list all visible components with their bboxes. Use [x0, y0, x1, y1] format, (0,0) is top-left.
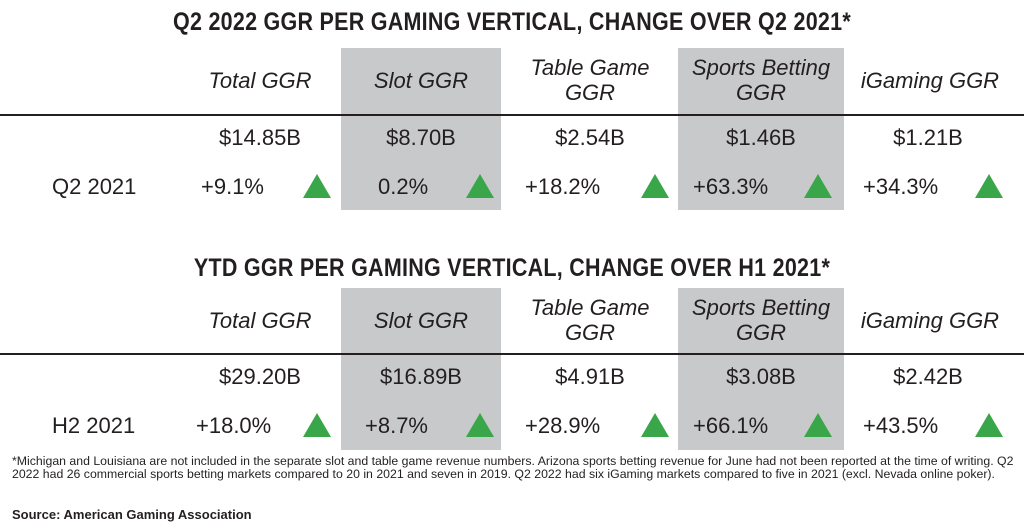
value-sports-betting: $3.08B — [726, 364, 796, 389]
change-table-game: +28.9% — [525, 413, 601, 438]
header-sports-betting-ggr: Sports Betting GGR — [691, 55, 831, 105]
header-rule — [0, 114, 1024, 116]
q2-table: Q2 2022 GGR PER GAMING VERTICAL, CHANGE … — [0, 0, 1024, 240]
header-rule — [0, 353, 1024, 355]
up-triangle-icon — [641, 413, 669, 437]
up-triangle-icon — [466, 413, 494, 437]
up-triangle-icon — [804, 413, 832, 437]
source-credit: Source: American Gaming Association — [12, 507, 252, 522]
row-label: Q2 2021 — [52, 174, 137, 199]
value-igaming: $1.21B — [893, 125, 963, 150]
change-sports-betting: +66.1% — [693, 413, 769, 438]
header-table-game-ggr: Table Game GGR — [530, 55, 650, 105]
table-title: Q2 2022 GGR PER GAMING VERTICAL, CHANGE … — [173, 8, 851, 36]
change-slot: +8.7% — [365, 413, 428, 438]
value-igaming: $2.42B — [893, 364, 963, 389]
value-slot: $16.89B — [380, 364, 462, 389]
table-title: YTD GGR PER GAMING VERTICAL, CHANGE OVER… — [193, 254, 831, 282]
up-triangle-icon — [466, 174, 494, 198]
header-total-ggr: Total GGR — [208, 68, 312, 93]
header-igaming-ggr: iGaming GGR — [860, 68, 1000, 93]
header-sports-betting-ggr: Sports Betting GGR — [691, 295, 831, 345]
value-total: $14.85B — [219, 125, 301, 150]
header-slot-ggr: Slot GGR — [373, 308, 469, 333]
value-sports-betting: $1.46B — [726, 125, 796, 150]
ytd-table: YTD GGR PER GAMING VERTICAL, CHANGE OVER… — [0, 240, 1024, 450]
header-total-ggr: Total GGR — [208, 308, 312, 333]
change-table-game: +18.2% — [525, 174, 601, 199]
footnote: *Michigan and Louisiana are not included… — [12, 454, 1014, 482]
header-table-game-ggr: Table Game GGR — [530, 295, 650, 345]
up-triangle-icon — [975, 174, 1003, 198]
change-igaming: +43.5% — [863, 413, 939, 438]
row-label: H2 2021 — [52, 413, 136, 438]
change-total: +9.1% — [201, 174, 264, 199]
up-triangle-icon — [804, 174, 832, 198]
change-slot: 0.2% — [378, 174, 429, 199]
up-triangle-icon — [641, 174, 669, 198]
up-triangle-icon — [303, 174, 331, 198]
value-table-game: $4.91B — [555, 364, 625, 389]
value-table-game: $2.54B — [555, 125, 625, 150]
change-total: +18.0% — [196, 413, 272, 438]
value-total: $29.20B — [219, 364, 301, 389]
up-triangle-icon — [975, 413, 1003, 437]
change-sports-betting: +63.3% — [693, 174, 769, 199]
header-slot-ggr: Slot GGR — [373, 68, 469, 93]
header-igaming-ggr: iGaming GGR — [860, 308, 1000, 333]
up-triangle-icon — [303, 413, 331, 437]
value-slot: $8.70B — [386, 125, 456, 150]
change-igaming: +34.3% — [863, 174, 939, 199]
